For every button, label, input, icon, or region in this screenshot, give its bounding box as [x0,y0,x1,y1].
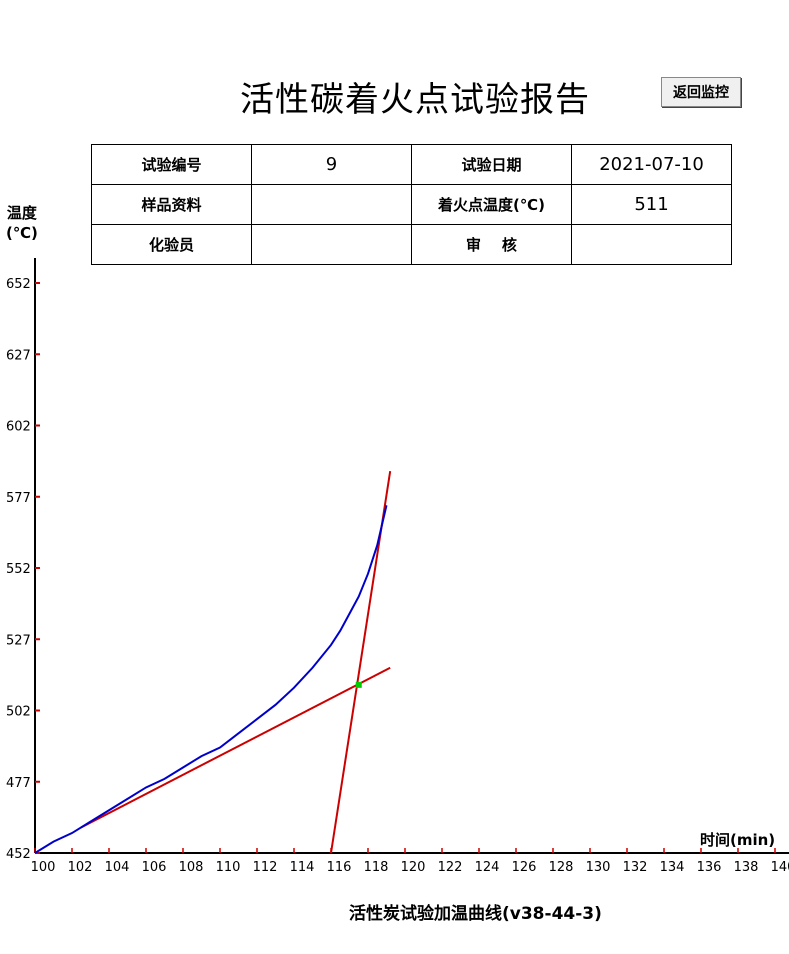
x-tick-label: 102 [68,860,93,875]
table-row: 试验编号 9 试验日期 2021-07-10 [91,144,732,185]
y-tick-label: 627 [6,348,31,363]
page-title: 活性碳着火点试验报告 [240,80,590,120]
chart-caption: 活性炭试验加温曲线(v38-44-3) [349,904,602,924]
x-tick-label: 120 [401,860,426,875]
x-tick-label: 116 [327,860,352,875]
x-tick-label: 122 [438,860,463,875]
ignition-temp-value: 511 [571,184,732,225]
x-tick-label: 124 [475,860,500,875]
x-tick-label: 112 [253,860,278,875]
table-row: 化验员 审 核 [91,224,732,265]
sample-info-value [251,184,412,225]
x-tick-label: 118 [364,860,389,875]
x-tick-label: 128 [549,860,574,875]
x-tick-label: 110 [216,860,241,875]
info-table: 试验编号 9 试验日期 2021-07-10 样品资料 着火点温度(℃) 511… [91,144,732,265]
test-number-value: 9 [251,144,412,185]
y-tick-label: 602 [6,420,31,435]
tester-value [251,224,412,265]
tangent-line [80,666,391,829]
x-tick-label: 140 [771,860,789,875]
x-tick-label: 136 [697,860,722,875]
y-tick-label: 577 [6,491,31,506]
y-tick-label: 552 [6,562,31,577]
x-tick-label: 100 [31,860,56,875]
back-to-monitor-button[interactable]: 返回监控 [661,77,741,107]
test-number-label: 试验编号 [91,144,252,185]
y-tick-label: 502 [6,705,31,720]
test-date-label: 试验日期 [411,144,572,185]
temperature-series-line [34,505,388,854]
x-tick-label: 106 [142,860,167,875]
reviewer-label: 审 核 [411,224,572,265]
tester-label: 化验员 [91,224,252,265]
x-tick-label: 132 [623,860,648,875]
reviewer-value [571,224,732,265]
x-tick-label: 126 [512,860,537,875]
y-tick-label: 477 [6,776,31,791]
y-tick-label: 527 [6,633,31,648]
y-axis-label: 温度 (℃) [6,203,38,243]
x-tick-label: 130 [586,860,611,875]
x-tick-label: 138 [734,860,759,875]
table-row: 样品资料 着火点温度(℃) 511 [91,184,732,225]
test-date-value: 2021-07-10 [571,144,732,185]
x-tick-label: 104 [105,860,130,875]
ignition-temp-label: 着火点温度(℃) [411,184,572,225]
x-tick-label: 134 [660,860,685,875]
y-tick-label: 452 [6,847,31,862]
x-tick-label: 108 [179,860,204,875]
y-tick-label: 652 [6,277,31,292]
y-axis-label-line1: 温度 [6,204,37,222]
x-axis-label: 时间(min) [700,831,775,849]
y-axis-label-line2: (℃) [6,224,38,242]
ignition-point-marker [355,681,362,688]
x-tick-label: 114 [290,860,315,875]
